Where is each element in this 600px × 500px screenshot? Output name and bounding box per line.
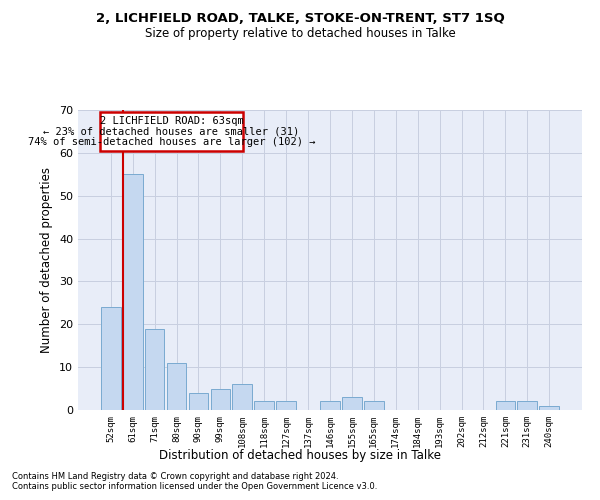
Bar [364,402,384,410]
Bar [342,397,362,410]
Text: Contains public sector information licensed under the Open Government Licence v3: Contains public sector information licen… [12,482,377,491]
Bar [539,406,559,410]
Text: Contains HM Land Registry data © Crown copyright and database right 2024.: Contains HM Land Registry data © Crown c… [12,472,338,481]
Text: 74% of semi-detached houses are larger (102) →: 74% of semi-detached houses are larger (… [28,137,315,147]
Text: 2, LICHFIELD ROAD, TALKE, STOKE-ON-TRENT, ST7 1SQ: 2, LICHFIELD ROAD, TALKE, STOKE-ON-TRENT… [95,12,505,26]
Text: Size of property relative to detached houses in Talke: Size of property relative to detached ho… [145,28,455,40]
Bar [167,363,187,410]
Bar [496,402,515,410]
Bar [211,388,230,410]
Bar [517,402,537,410]
Bar [276,402,296,410]
Bar [123,174,143,410]
Y-axis label: Number of detached properties: Number of detached properties [40,167,53,353]
Bar [188,393,208,410]
Bar [101,307,121,410]
Bar [232,384,252,410]
Text: ← 23% of detached houses are smaller (31): ← 23% of detached houses are smaller (31… [43,126,299,136]
Bar [320,402,340,410]
Text: Distribution of detached houses by size in Talke: Distribution of detached houses by size … [159,448,441,462]
Bar [254,402,274,410]
Text: 2 LICHFIELD ROAD: 63sqm: 2 LICHFIELD ROAD: 63sqm [100,116,244,126]
Bar [145,328,164,410]
FancyBboxPatch shape [100,112,243,150]
